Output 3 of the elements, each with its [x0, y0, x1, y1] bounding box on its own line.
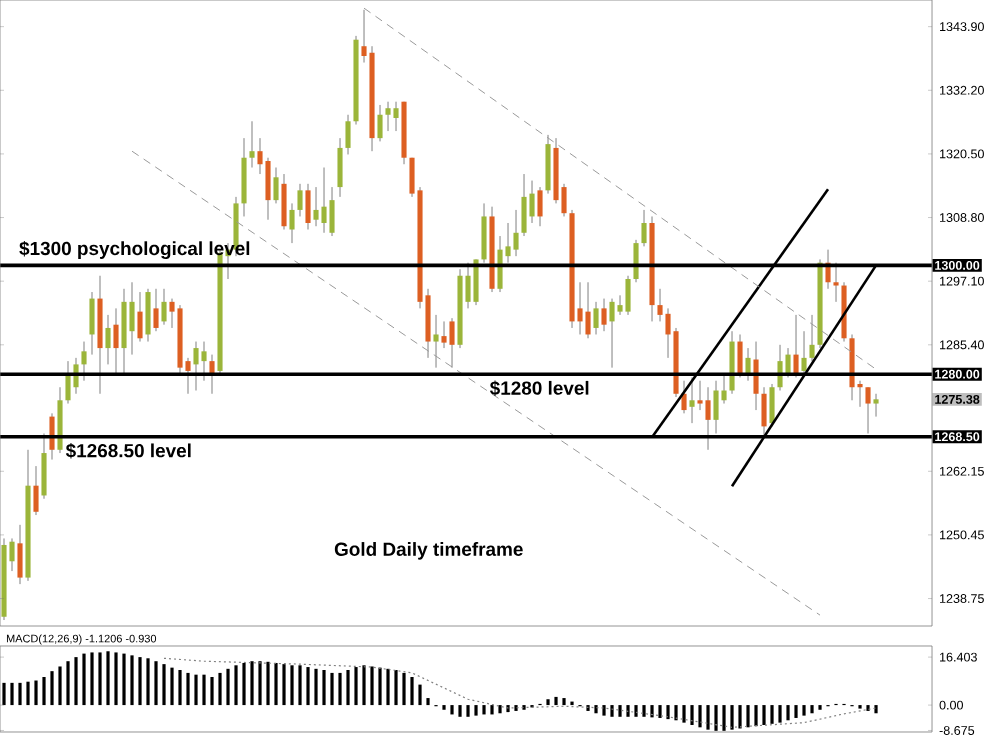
- annotation: Gold Daily timeframe: [334, 542, 523, 560]
- annotation: $1268.50 level: [65, 443, 191, 459]
- annotation: $1280 level: [489, 380, 589, 397]
